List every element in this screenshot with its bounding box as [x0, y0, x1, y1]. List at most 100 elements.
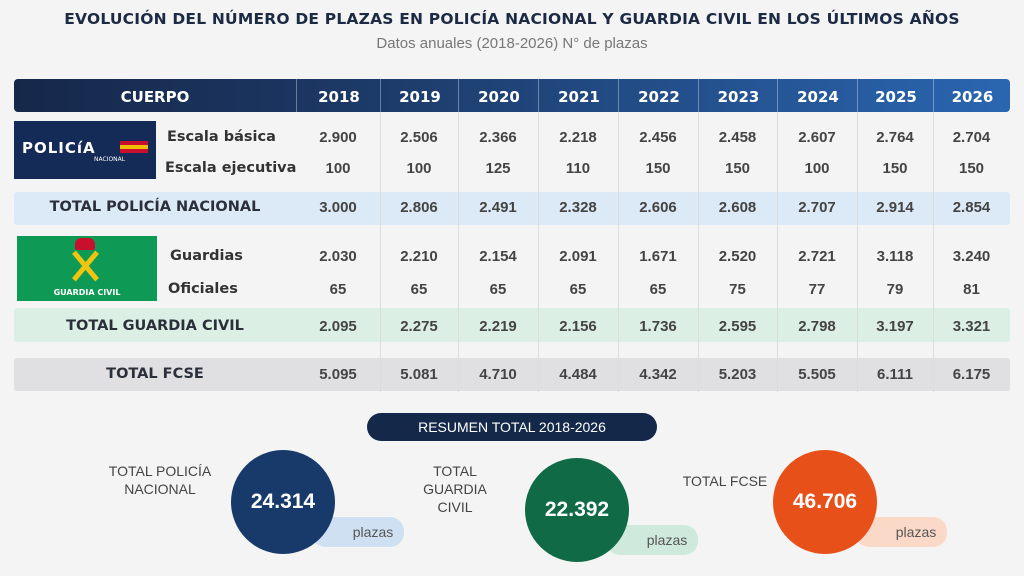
table-cell: 100 [406, 160, 432, 177]
table-cell: 1.671 [639, 248, 677, 265]
table-cell: 2.210 [400, 248, 438, 265]
table-cell: 100 [325, 160, 351, 177]
table-cell: 2.900 [319, 129, 357, 146]
table-cell: 2.275 [400, 318, 438, 335]
total-gc-band [14, 308, 1010, 342]
table-cell: 2.091 [559, 248, 597, 265]
guardia-civil-logo: GUARDIA CIVIL [17, 236, 157, 301]
table-cell: 1.736 [639, 318, 677, 335]
column-divider [777, 112, 778, 392]
table-cell: 6.175 [952, 366, 991, 383]
table-cell: 2.595 [718, 318, 757, 335]
table-cell: 3.321 [952, 318, 991, 335]
table-cell: 2.608 [718, 199, 757, 216]
total-fcse-band [14, 358, 1010, 391]
table-cell: 4.710 [479, 366, 517, 383]
table-cell: 150 [724, 160, 751, 177]
column-divider [538, 112, 539, 392]
table-cell: 2.218 [559, 129, 597, 146]
table-cell: 125 [485, 160, 511, 177]
header-year: 2021 [538, 79, 619, 112]
table-cell: 110 [565, 160, 591, 177]
table-cell: 2.798 [798, 318, 836, 335]
column-divider [618, 112, 619, 392]
table-cell: 150 [645, 160, 671, 177]
table-cell: 3.118 [876, 248, 914, 265]
page-title: EVOLUCIÓN DEL NÚMERO DE PLAZAS EN POLICÍ… [64, 10, 960, 28]
total-pn-band [14, 192, 1010, 225]
table-cell: 2.707 [798, 199, 836, 216]
row-label: Guardias [170, 248, 243, 264]
table-cell: 2.095 [319, 318, 357, 335]
table-cell: 2.606 [639, 199, 677, 216]
header-year: 2025 [857, 79, 934, 112]
table-cell: 2.458 [718, 129, 757, 146]
header-year: 2020 [458, 79, 539, 112]
table-cell: 150 [882, 160, 908, 177]
table-cell: 3.000 [319, 199, 357, 216]
table-cell: 2.914 [876, 199, 914, 216]
table-cell: 5.095 [319, 366, 357, 383]
table-cell: 2.491 [479, 199, 517, 216]
summary-value-circle: 24.314 [231, 450, 335, 554]
summary-unit: plazas [352, 524, 394, 540]
summary-label: TOTAL POLICÍA NACIONAL [108, 463, 212, 497]
summary-value-circle: 22.392 [525, 458, 629, 562]
summary-title: RESUMEN TOTAL 2018-2026 [367, 413, 657, 441]
table-cell: 4.342 [639, 366, 677, 383]
table-cell: 6.111 [877, 366, 913, 383]
table-cell: 2.721 [798, 248, 836, 265]
table-cell: 2.704 [952, 129, 991, 146]
table-cell: 2.328 [559, 199, 597, 216]
header-year: 2026 [933, 79, 1011, 112]
header-cuerpo: CUERPO [120, 88, 190, 106]
header-year: 2019 [380, 79, 459, 112]
table-cell: 65 [329, 281, 347, 298]
table-cell: 2.456 [639, 129, 677, 146]
column-divider [857, 112, 858, 392]
table-cell: 5.081 [400, 366, 438, 383]
summary-label: TOTAL FCSE [682, 473, 768, 489]
table-cell: 2.520 [718, 248, 757, 265]
row-label: Oficiales [168, 281, 238, 297]
table-cell: 2.154 [479, 248, 517, 265]
summary-unit: plazas [895, 524, 937, 540]
table-cell: 150 [958, 160, 985, 177]
column-divider [380, 112, 381, 392]
column-divider [698, 112, 699, 392]
table-cell: 2.366 [479, 129, 517, 146]
table-cell: 100 [804, 160, 830, 177]
table-cell: 2.764 [876, 129, 914, 146]
row-label: TOTAL FCSE [106, 366, 204, 382]
table-header: CUERPO 2018 2019 2020 2021 2022 2023 2024 2025 2… [14, 79, 1010, 112]
table-cell: 65 [489, 281, 507, 298]
summary-value-circle: 46.706 [773, 450, 877, 554]
header-year: 2022 [618, 79, 699, 112]
page-subtitle: Datos anuales (2018-2026) N° de plazas [376, 35, 648, 52]
table-cell: 5.203 [718, 366, 757, 383]
row-label: TOTAL GUARDIA CIVIL [66, 318, 244, 334]
row-label: Escala básica [167, 129, 276, 145]
table-cell: 65 [410, 281, 428, 298]
table-cell: 81 [963, 281, 980, 298]
column-divider [458, 112, 459, 392]
table-cell: 2.506 [400, 129, 438, 146]
header-year: 2024 [777, 79, 858, 112]
summary-unit: plazas [646, 532, 688, 548]
table-cell: 2.607 [798, 129, 836, 146]
summary-label: TOTAL GUARDIA CIVIL [423, 463, 487, 515]
table-cell: 75 [729, 281, 746, 298]
row-label: TOTAL POLICÍA NACIONAL [49, 199, 261, 215]
table-cell: 2.156 [559, 318, 597, 335]
column-divider [933, 112, 934, 392]
table-cell: 65 [569, 281, 587, 298]
table-cell: 77 [808, 281, 826, 298]
policia-nacional-logo: POLICíA NACIONAL [14, 121, 156, 179]
row-label: Escala ejecutiva [165, 160, 297, 176]
header-year: 2018 [296, 79, 381, 112]
table-cell: 2.030 [319, 248, 357, 265]
table-cell: 3.240 [952, 248, 991, 265]
table-cell: 65 [649, 281, 667, 298]
table-cell: 2.854 [952, 199, 991, 216]
table-cell: 2.806 [400, 199, 438, 216]
